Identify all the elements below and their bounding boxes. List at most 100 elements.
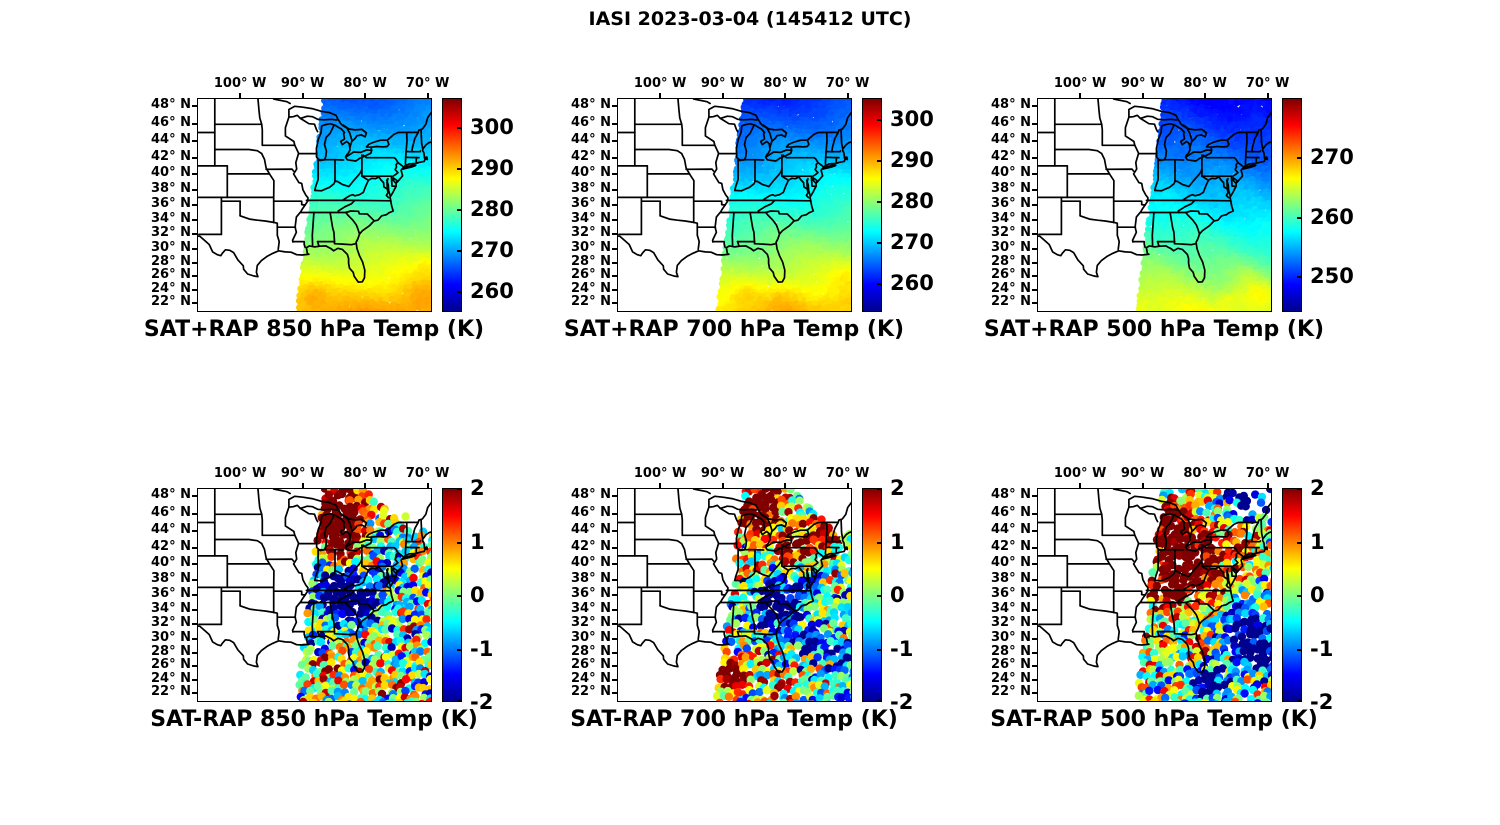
lat-tickmark [612,637,617,640]
map-plot [1037,98,1272,312]
lat-tick-label: 26° N [991,267,1031,283]
lat-tickmark [612,494,617,497]
colorbar-tick-label: 290 [470,155,514,180]
lat-tickmark [192,140,197,143]
lon-tick-label: 80° W [1183,466,1227,481]
colorbar-tickmark [877,159,882,162]
lon-tickmark [1266,93,1269,98]
lat-tickmark [612,233,617,236]
lat-tick-label: 48° N [991,486,1031,502]
lon-tick-label: 70° W [405,466,450,481]
lat-tick-label: 28° N [571,253,611,269]
plot-frame [1037,98,1272,312]
lat-tickmark [1032,692,1037,695]
lat-tick-label: 28° N [991,253,1031,269]
lat-tick-label: 26° N [151,267,191,283]
colorbar-sat-plus-rap-700 [862,98,882,312]
lat-tickmark [612,546,617,549]
colorbar-tick-label: 1 [470,529,485,554]
colorbar-tickmark [457,488,462,490]
lat-tickmark [612,678,617,681]
lat-tick-label: 28° N [151,253,191,269]
colorbar-tick-label: 300 [470,114,514,139]
colorbar-tick-label: 270 [1310,145,1354,170]
lat-tick-label: 26° N [151,657,191,673]
lat-tick-label: 42° N [151,538,191,554]
lat-tick-label: 32° N [571,225,611,241]
map-panel-sat-minus-rap-850: 100° W 90° W 80° W 70° W 48° N 46° N 44° N 42°… [117,443,547,743]
lat-tick-label: 28° N [151,643,191,659]
lon-tickmark [364,483,367,488]
lon-tick-label: 70° W [1245,76,1290,91]
lat-tickmark [612,104,617,107]
colorbar-tick-label: 250 [1310,264,1354,289]
lat-tick-label: 38° N [991,180,1031,196]
colorbar-tick-label: 260 [1310,204,1354,229]
lat-tickmark [192,608,197,611]
lat-tick-label: 32° N [991,225,1031,241]
lat-tick-label: 22° N [151,684,191,700]
lat-tickmark [192,512,197,515]
colorbar-tickmark [457,126,462,129]
lat-tick-label: 34° N [991,600,1031,616]
colorbar-tickmark [1297,700,1302,702]
lat-tickmark [1032,494,1037,497]
lon-tick-label: 80° W [763,466,807,481]
lat-tickmark [192,261,197,264]
lon-tick-label: 90° W [700,76,745,91]
lat-tick-label: 44° N [151,132,191,148]
colorbar-tickmark [877,242,882,245]
lat-tick-label: 44° N [991,522,1031,538]
colorbar-tick-label: 2 [470,476,485,500]
lat-tick-label: 44° N [991,132,1031,148]
lat-tick-label: 22° N [991,684,1031,700]
lat-tickmark [1032,562,1037,565]
lat-tickmark [1032,261,1037,264]
lat-tickmark [192,692,197,695]
lat-tickmark [192,247,197,250]
lat-tickmark [612,140,617,143]
colorbar-tick-label: 2 [1310,476,1325,500]
map-plot [617,98,852,312]
lat-tick-label: 36° N [151,585,191,601]
lat-tick-label: 30° N [571,629,611,645]
lon-tick-label: 80° W [343,76,387,91]
lat-tickmark [192,494,197,497]
lon-tick-label: 90° W [280,466,325,481]
lat-tickmark [1032,247,1037,250]
lat-tick-label: 48° N [151,486,191,502]
lon-tick-label: 100° W [213,76,267,91]
lat-tick-label: 38° N [991,570,1031,586]
lat-tickmark [612,665,617,668]
lat-tick-label: 28° N [571,643,611,659]
state-borders [1037,488,1272,673]
lon-tickmark [846,93,849,98]
lon-tick-label: 100° W [1053,466,1107,481]
lat-tickmark [1032,288,1037,291]
lat-tick-label: 46° N [991,114,1031,130]
lon-tickmark [239,483,242,488]
colorbar-tickmark [1297,276,1302,279]
lat-tickmark [1032,546,1037,549]
colorbar-tick-label: -1 [1310,636,1334,661]
lon-tick-label: 80° W [1183,76,1227,91]
lat-tickmark [1032,608,1037,611]
lat-tick-label: 30° N [991,239,1031,255]
lat-tick-label: 38° N [151,570,191,586]
lat-tickmark [192,562,197,565]
lon-tickmark [426,93,429,98]
lat-tickmark [612,203,617,206]
map-plot [197,488,432,702]
lat-tickmark [612,156,617,159]
lon-tick-label: 70° W [1245,466,1290,481]
plot-frame [617,98,852,312]
colorbar-tick-label: 280 [470,197,514,222]
lat-tickmark [192,530,197,533]
lon-tickmark [301,93,304,98]
lat-tick-label: 36° N [991,585,1031,601]
lat-tickmark [1032,678,1037,681]
lat-tickmark [1032,665,1037,668]
lat-tickmark [192,302,197,305]
lon-tick-label: 90° W [1120,76,1165,91]
